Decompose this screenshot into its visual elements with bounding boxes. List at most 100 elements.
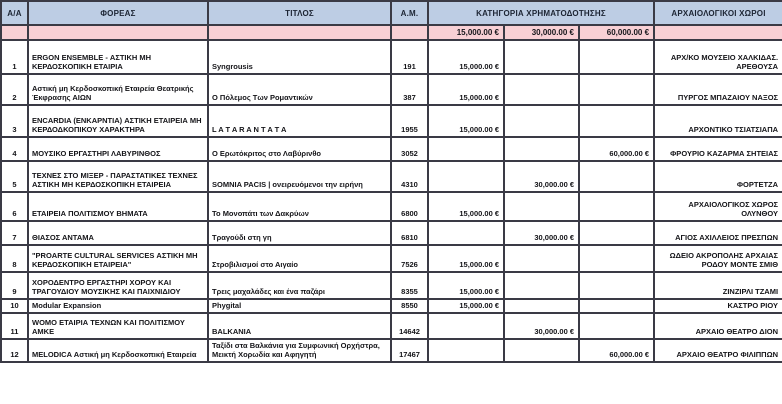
cell-funding-15000[interactable] <box>427 312 505 340</box>
cell-site[interactable]: ΚΑΣΤΡΟ ΡΙΟΥ <box>653 298 782 314</box>
cell-foreas[interactable]: "PROARTE CULTURAL SERVICES ΑΣΤΙΚΗ ΜΗ ΚΕΡ… <box>27 244 209 273</box>
cell-am[interactable]: 6810 <box>390 220 429 246</box>
cell-funding-60000[interactable] <box>577 73 656 106</box>
cell-aa[interactable]: 11 <box>0 312 29 340</box>
cell-titlos[interactable]: Ταξίδι στα Βαλκάνια για Συμφωνική Ορχήστ… <box>207 338 392 363</box>
cell-funding-30000[interactable]: 30,000.00 € <box>503 220 580 246</box>
cell-aa[interactable]: 7 <box>0 220 29 246</box>
cell-am[interactable]: 4310 <box>390 160 429 193</box>
cell-titlos[interactable]: Το Μονοπάτι των Δακρύων <box>207 191 392 222</box>
header-am[interactable]: Α.Μ. <box>390 0 429 26</box>
cell-foreas[interactable]: Modular Expansion <box>27 298 209 314</box>
tier-15000[interactable]: 15,000.00 € <box>427 24 505 41</box>
header-sites[interactable]: ΑΡΧΑΙΟΛΟΓΙΚΟΙ ΧΩΡΟΙ <box>653 0 782 26</box>
cell-funding-15000[interactable]: 15,000.00 € <box>427 104 505 138</box>
cell-titlos[interactable]: Syngrousis <box>207 39 392 75</box>
cell-funding-60000[interactable] <box>577 160 656 193</box>
cell-funding-30000[interactable] <box>503 244 580 273</box>
tier-empty-titlos[interactable] <box>207 24 392 41</box>
cell-funding-30000[interactable] <box>503 104 580 138</box>
cell-funding-15000[interactable] <box>427 338 505 363</box>
cell-funding-30000[interactable]: 30,000.00 € <box>503 160 580 193</box>
cell-funding-30000[interactable] <box>503 298 580 314</box>
cell-am[interactable]: 1955 <box>390 104 429 138</box>
cell-funding-60000[interactable] <box>577 104 656 138</box>
cell-funding-15000[interactable] <box>427 160 505 193</box>
cell-titlos[interactable]: SOMNIA PACIS | ονειρευόμενοι την ειρήνη <box>207 160 392 193</box>
cell-titlos[interactable]: Ο Ερωτόκριτος στο Λαβύρινθο <box>207 136 392 162</box>
header-aa[interactable]: Α/Α <box>0 0 29 26</box>
cell-foreas[interactable]: ΜΟΥΣΙΚΟ ΕΡΓΑΣΤΗΡΙ ΛΑΒΥΡΙΝΘΟΣ <box>27 136 209 162</box>
cell-funding-60000[interactable] <box>577 244 656 273</box>
cell-titlos[interactable]: Τρεις μαχαλάδες και ένα παζάρι <box>207 271 392 300</box>
cell-foreas[interactable]: ΕΤΑΙΡΕΙΑ ΠΟΛΙΤΙΣΜΟΥ ΒΗΜΑΤΑ <box>27 191 209 222</box>
cell-funding-60000[interactable] <box>577 271 656 300</box>
cell-aa[interactable]: 9 <box>0 271 29 300</box>
tier-empty-foreas[interactable] <box>27 24 209 41</box>
cell-foreas[interactable]: ΧΟΡΟΔΕΝΤΡΟ ΕΡΓΑΣΤΗΡΙ ΧΟΡΟΥ ΚΑΙ ΤΡΑΓΟΥΔΙΟ… <box>27 271 209 300</box>
cell-aa[interactable]: 10 <box>0 298 29 314</box>
cell-am[interactable]: 17467 <box>390 338 429 363</box>
cell-aa[interactable]: 2 <box>0 73 29 106</box>
cell-foreas[interactable]: ΤΕΧΝΕΣ ΣΤΟ ΜΙΞΕΡ - ΠΑΡΑΣΤΑΤΙΚΕΣ ΤΕΧΝΕΣ Α… <box>27 160 209 193</box>
cell-am[interactable]: 8355 <box>390 271 429 300</box>
cell-funding-15000[interactable]: 15,000.00 € <box>427 298 505 314</box>
cell-funding-30000[interactable] <box>503 136 580 162</box>
cell-site[interactable]: ΑΡΧΑΙΟ ΘΕΑΤΡΟ ΔΙΟΝ <box>653 312 782 340</box>
cell-funding-60000[interactable]: 60,000.00 € <box>577 338 656 363</box>
cell-site[interactable]: ΑΡΧΟΝΤΙΚΟ ΤΣΙΑΤΣΙΑΠΑ <box>653 104 782 138</box>
cell-foreas[interactable]: Αστική μη Κερδοσκοπική Εταιρεία Θεατρική… <box>27 73 209 106</box>
cell-funding-30000[interactable] <box>503 73 580 106</box>
header-titlos[interactable]: ΤΙΤΛΟΣ <box>207 0 392 26</box>
cell-am[interactable]: 7526 <box>390 244 429 273</box>
cell-titlos[interactable]: Phygital <box>207 298 392 314</box>
cell-foreas[interactable]: ENCARDIA (ΕΝΚΑΡΝΤΙΑ) ΑΣΤΙΚΗ ΕΤΑΙΡΕΙΑ ΜΗ … <box>27 104 209 138</box>
cell-funding-30000[interactable] <box>503 191 580 222</box>
cell-am[interactable]: 8550 <box>390 298 429 314</box>
cell-funding-15000[interactable]: 15,000.00 € <box>427 191 505 222</box>
cell-site[interactable]: ΑΓΙΟΣ ΑΧΙΛΛΕΙΟΣ ΠΡΕΣΠΩΝ <box>653 220 782 246</box>
cell-site[interactable]: ΑΡΧΑΙΟΛΟΓΙΚΟΣ ΧΩΡΟΣ ΟΛΥΝΘΟΥ <box>653 191 782 222</box>
cell-titlos[interactable]: BALKANIA <box>207 312 392 340</box>
cell-am[interactable]: 14642 <box>390 312 429 340</box>
cell-funding-60000[interactable] <box>577 312 656 340</box>
cell-aa[interactable]: 6 <box>0 191 29 222</box>
cell-titlos[interactable]: Τραγούδι στη γη <box>207 220 392 246</box>
cell-site[interactable]: ΦΡΟΥΡΙΟ ΚΑΖΑΡΜΑ ΣΗΤΕΙΑΣ <box>653 136 782 162</box>
cell-funding-30000[interactable] <box>503 271 580 300</box>
cell-titlos[interactable]: Στροβιλισμοί στο Αιγαίο <box>207 244 392 273</box>
cell-site[interactable]: ΩΔΕΙΟ ΑΚΡΟΠΟΛΗΣ ΑΡΧΑΙΑΣ ΡΟΔΟΥ ΜΟΝΤΕ ΣΜΙΘ <box>653 244 782 273</box>
cell-foreas[interactable]: ERGON ENSEMBLE - ΑΣΤΙΚΗ ΜΗ ΚΕΡΔΟΣΚΟΠΙΚΗ … <box>27 39 209 75</box>
cell-site[interactable]: ΠΥΡΓΟΣ ΜΠΑΖΑΙΟΥ ΝΑΞΟΣ <box>653 73 782 106</box>
cell-funding-60000[interactable] <box>577 298 656 314</box>
cell-aa[interactable]: 5 <box>0 160 29 193</box>
cell-foreas[interactable]: MELODICA Αστική μη Κερδοσκοπική Εταιρεία <box>27 338 209 363</box>
cell-am[interactable]: 387 <box>390 73 429 106</box>
cell-titlos[interactable]: L A T A R A N T A T A <box>207 104 392 138</box>
cell-funding-30000[interactable]: 30,000.00 € <box>503 312 580 340</box>
cell-funding-30000[interactable] <box>503 338 580 363</box>
header-category[interactable]: ΚΑΤΗΓΟΡΙΑ ΧΡΗΜΑΤΟΔΟΤΗΣΗΣ <box>426 0 656 26</box>
cell-funding-15000[interactable]: 15,000.00 € <box>427 244 505 273</box>
cell-foreas[interactable]: WOMO ΕΤΑΙΡΙΑ ΤΕΧΝΩΝ ΚΑΙ ΠΟΛΙΤΙΣΜΟΥ ΑΜΚΕ <box>27 312 209 340</box>
cell-funding-60000[interactable] <box>577 39 656 75</box>
cell-funding-15000[interactable] <box>427 136 505 162</box>
cell-am[interactable]: 191 <box>390 39 429 75</box>
cell-site[interactable]: ΑΡΧ/ΚΟ ΜΟΥΣΕΙΟ ΧΑΛΚΙΔΑΣ. ΑΡΕΘΟΥΣΑ <box>653 39 782 75</box>
cell-site[interactable]: ΑΡΧΑΙΟ ΘΕΑΤΡΟ ΦΙΛΙΠΠΩΝ <box>653 338 782 363</box>
cell-funding-15000[interactable] <box>427 220 505 246</box>
cell-aa[interactable]: 12 <box>0 338 29 363</box>
cell-aa[interactable]: 1 <box>0 39 29 75</box>
tier-empty-sites[interactable] <box>653 24 782 41</box>
cell-site[interactable]: ΦΟΡΤΕΤΖΑ <box>653 160 782 193</box>
tier-empty-am[interactable] <box>390 24 429 41</box>
tier-30000[interactable]: 30,000.00 € <box>503 24 580 41</box>
cell-aa[interactable]: 4 <box>0 136 29 162</box>
cell-am[interactable]: 3052 <box>390 136 429 162</box>
cell-titlos[interactable]: Ο Πόλεμος Των Ρομαντικών <box>207 73 392 106</box>
cell-aa[interactable]: 8 <box>0 244 29 273</box>
tier-60000[interactable]: 60,000.00 € <box>577 24 656 41</box>
cell-funding-15000[interactable]: 15,000.00 € <box>427 39 505 75</box>
cell-funding-30000[interactable] <box>503 39 580 75</box>
cell-foreas[interactable]: ΘΙΑΣΟΣ ΑΝΤΑΜΑ <box>27 220 209 246</box>
